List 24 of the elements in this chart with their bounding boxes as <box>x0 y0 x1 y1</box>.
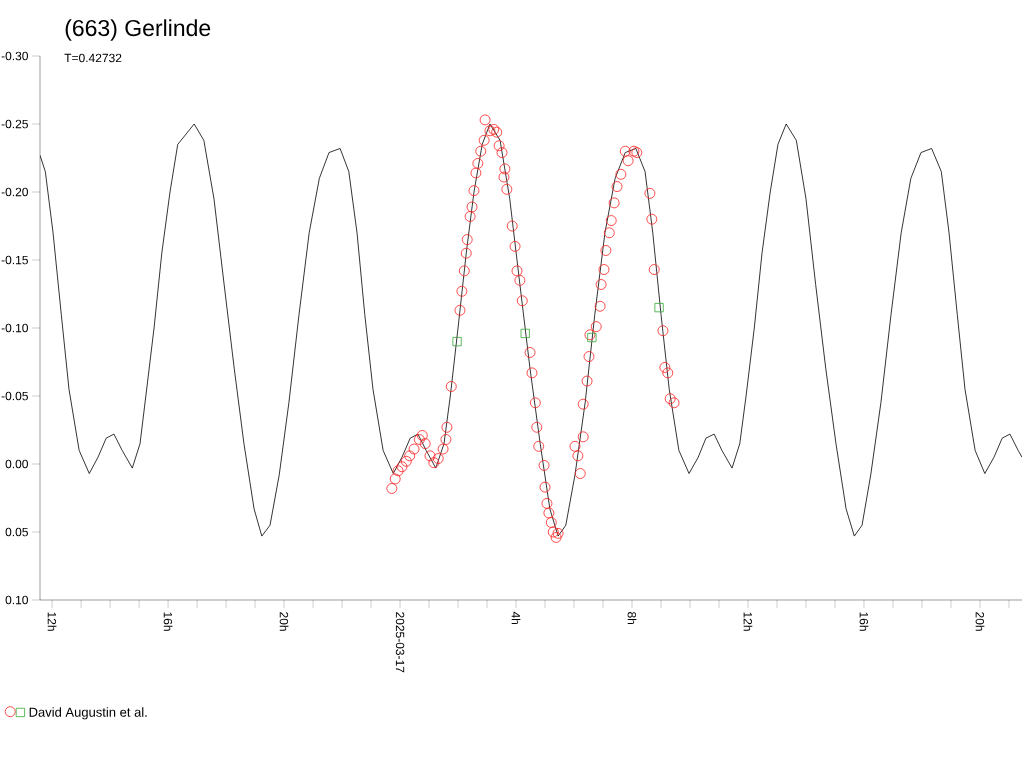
y-tick-label: -0.25 <box>1 119 28 129</box>
y-tick-label: -0.15 <box>1 255 28 265</box>
y-tick-label: -0.05 <box>1 391 28 401</box>
point <box>654 303 664 313</box>
y-tick-label: -0.10 <box>1 323 28 333</box>
y-tick-label: 0.05 <box>5 527 28 537</box>
x-tick-label: 16h <box>163 612 173 631</box>
x-tick-label: 20h <box>975 612 985 631</box>
point <box>520 328 530 339</box>
point <box>452 337 462 347</box>
y-tick-label: 0.10 <box>5 595 28 605</box>
x-tick-label: 2025-03-17 <box>395 612 405 673</box>
chart-title: (663) Gerlinde <box>65 19 211 41</box>
chart-subtitle: T=0.42732 <box>64 53 122 63</box>
y-tick-label: -0.30 <box>1 51 28 61</box>
x-tick-label: 16h <box>859 612 869 631</box>
x-tick-label: 12h <box>743 612 753 631</box>
legend-label: David Augustin et al. <box>29 707 147 720</box>
x-tick-label: 12h <box>47 612 57 631</box>
x-tick-label: 8h <box>627 612 637 625</box>
y-tick-label: -0.20 <box>1 187 28 197</box>
y-tick-label: 0.00 <box>5 459 28 469</box>
x-tick-label: 20h <box>279 612 289 631</box>
x-tick-label: 4h <box>511 611 521 625</box>
